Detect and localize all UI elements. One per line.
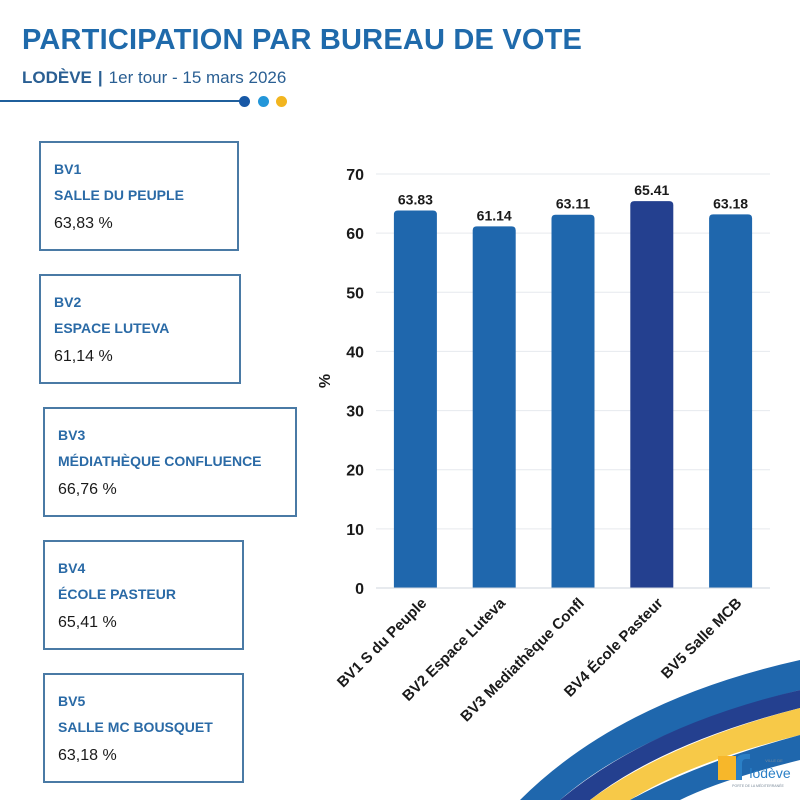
bar-5 bbox=[709, 214, 753, 588]
decor-dot-light bbox=[258, 96, 269, 107]
lodeve-logo: VILLE DE lodève PORTE DE LA MÉDITERRANÉE bbox=[718, 754, 791, 788]
y-tick-label: 10 bbox=[346, 522, 364, 539]
y-tick-label: 70 bbox=[346, 167, 364, 184]
bureau-card-bv1: BV1 SALLE DU PEUPLE 63,83 % bbox=[39, 141, 239, 251]
city-name: LODÈVE bbox=[22, 68, 92, 87]
data-label: 65.41 bbox=[634, 182, 669, 198]
bureau-code: BV3 bbox=[58, 427, 86, 443]
y-tick-label: 60 bbox=[346, 226, 364, 243]
decor-dot-yellow bbox=[276, 96, 287, 107]
y-tick-label: 20 bbox=[346, 463, 364, 480]
bureau-turnout: 63,18 % bbox=[58, 747, 117, 764]
logo-r-mark bbox=[736, 754, 750, 780]
subtitle-separator: | bbox=[97, 68, 103, 87]
subtitle: LODÈVE | 1er tour - 15 mars 2026 bbox=[22, 68, 286, 88]
y-axis-label: % bbox=[317, 374, 334, 388]
bar-3 bbox=[551, 214, 595, 588]
bureau-name: ESPACE LUTEVA bbox=[54, 320, 170, 336]
data-label: 61.14 bbox=[477, 207, 512, 223]
logo-small-top: VILLE DE bbox=[765, 758, 783, 763]
logo-tagline: PORTE DE LA MÉDITERRANÉE bbox=[732, 783, 784, 788]
bar-2 bbox=[472, 226, 516, 588]
election-round: 1er tour - 15 mars 2026 bbox=[108, 68, 287, 87]
bar-4 bbox=[630, 201, 674, 588]
data-label: 63.18 bbox=[713, 195, 748, 211]
header-divider bbox=[0, 100, 242, 102]
bureau-turnout: 65,41 % bbox=[58, 614, 117, 631]
x-tick-label: BV5 Salle MCB bbox=[658, 595, 746, 683]
decor-dot-dark bbox=[239, 96, 250, 107]
bar-1 bbox=[393, 210, 437, 588]
bureau-name: ÉCOLE PASTEUR bbox=[58, 586, 176, 602]
y-tick-label: 30 bbox=[346, 404, 364, 421]
data-label: 63.11 bbox=[556, 196, 590, 212]
bureau-code: BV1 bbox=[54, 161, 82, 177]
page-title: PARTICIPATION PAR BUREAU DE VOTE bbox=[22, 24, 583, 56]
bureau-turnout: 61,14 % bbox=[54, 348, 113, 365]
y-tick-label: 50 bbox=[346, 285, 364, 302]
bureau-code: BV5 bbox=[58, 693, 86, 709]
bureau-card-bv3: BV3 MÉDIATHÈQUE CONFLUENCE 66,76 % bbox=[43, 407, 297, 517]
bureau-name: SALLE MC BOUSQUET bbox=[58, 719, 213, 735]
bureau-code: BV2 bbox=[54, 294, 82, 310]
bureau-card-bv4: BV4 ÉCOLE PASTEUR 65,41 % bbox=[43, 540, 244, 650]
bureau-turnout: 63,83 % bbox=[54, 215, 113, 232]
logo-yellow-block bbox=[718, 756, 736, 780]
bureau-turnout: 66,76 % bbox=[58, 481, 117, 498]
bureau-card-bv2: BV2 ESPACE LUTEVA 61,14 % bbox=[39, 274, 241, 384]
y-tick-label: 40 bbox=[346, 344, 364, 361]
bureau-name: SALLE DU PEUPLE bbox=[54, 187, 184, 203]
bureau-code: BV4 bbox=[58, 560, 86, 576]
data-label: 63.83 bbox=[398, 191, 433, 207]
y-tick-label: 0 bbox=[355, 581, 364, 598]
bureau-card-bv5: BV5 SALLE MC BOUSQUET 63,18 % bbox=[43, 673, 244, 783]
bureau-name: MÉDIATHÈQUE CONFLUENCE bbox=[58, 453, 262, 469]
logo-name: lodève bbox=[749, 765, 790, 781]
